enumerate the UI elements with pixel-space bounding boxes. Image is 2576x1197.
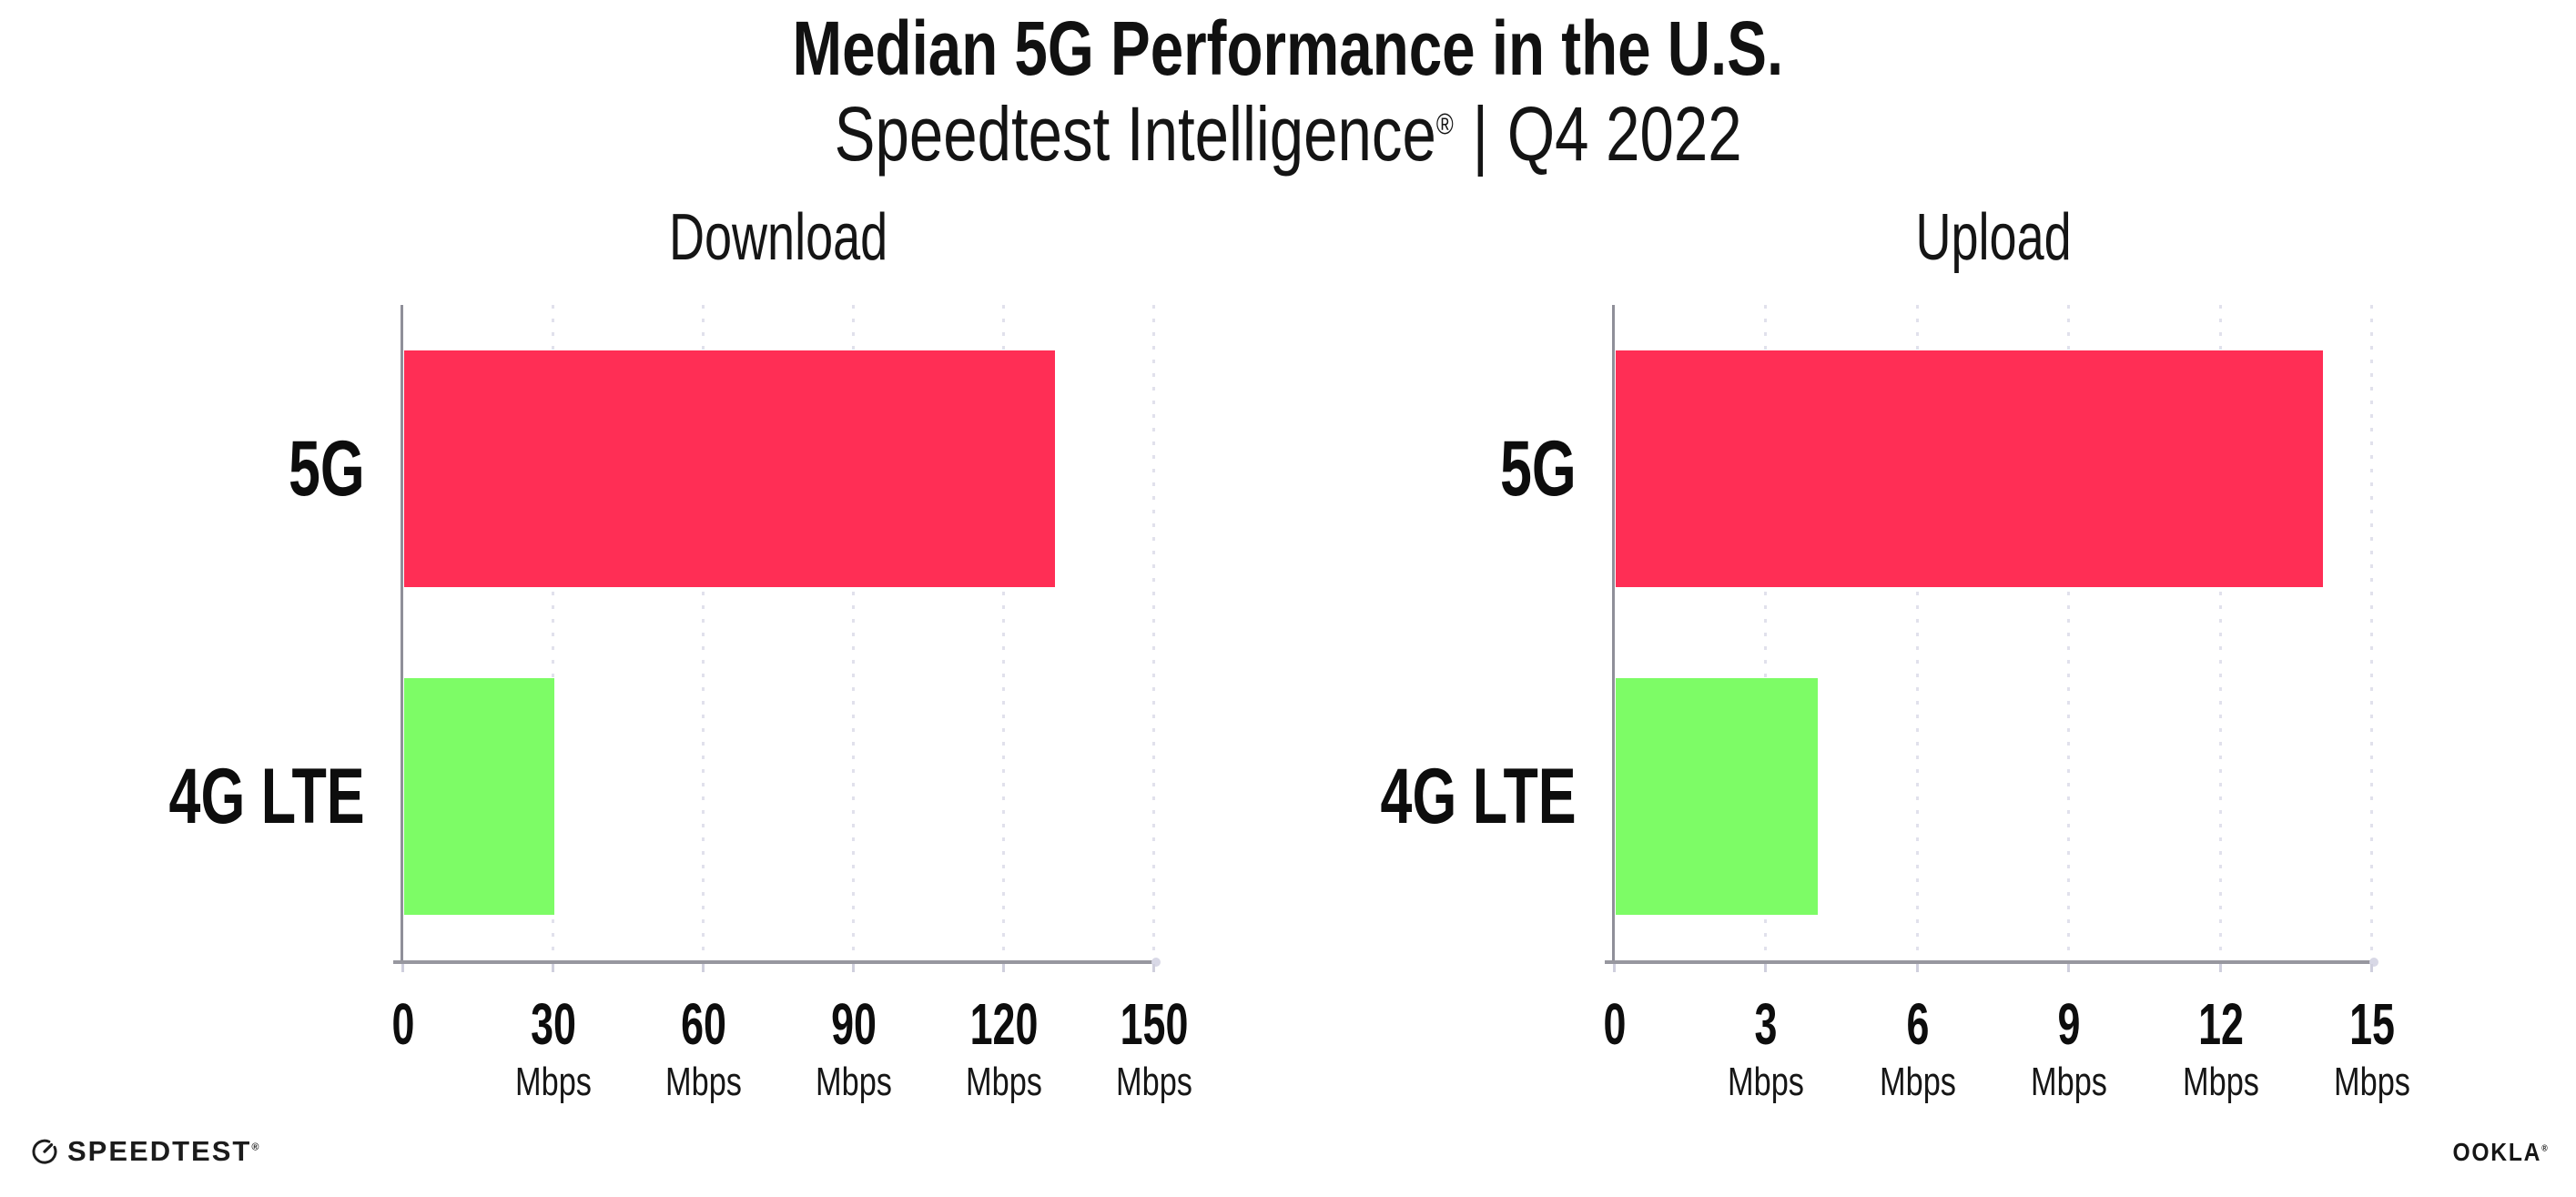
category-label-5g: 5G [289, 425, 365, 512]
page-title: Median 5G Performance in the U.S. [0, 7, 2576, 90]
x-axis-line [393, 958, 1161, 967]
gridline-6 [1915, 305, 1919, 960]
x-tick-label-90: 90 Mbps [805, 995, 903, 1102]
bar-5g [404, 350, 1055, 587]
x-tick-unit: Mbps [1728, 1060, 1805, 1104]
x-axis-labels: 0 30 Mbps 60 Mbps 90 Mbps 120 Mbps 150 Mbps [392, 969, 1192, 1133]
chart-upload: Upload 0 3 Mbps 6 Mbps 9 Mbps 12 Mbps 15 Mbps 5G 4G… [1381, 205, 2410, 1102]
gridline-9 [2067, 305, 2071, 960]
y-axis-line [1612, 305, 1615, 962]
tick-mark-150 [1152, 964, 1155, 972]
bar-4g-lte [1616, 678, 1818, 915]
speedtest-logo-text: SPEEDTEST® [67, 1134, 261, 1167]
chart-title-download: Download [669, 201, 888, 274]
x-tick-value: 12 [2197, 991, 2244, 1057]
x-tick-label-12: 12 Mbps [2172, 995, 2270, 1102]
x-axis-line [1605, 958, 2378, 967]
subtitle-separator: | [1472, 91, 1488, 177]
registered-trademark-icon: ® [1435, 107, 1454, 140]
tick-mark-6 [1915, 964, 1919, 972]
x-tick-label-120: 120 Mbps [955, 995, 1053, 1102]
category-label-4g-lte: 4G LTE [1380, 753, 1577, 840]
x-tick-label-15: 15 Mbps [2323, 995, 2421, 1102]
x-tick-value: 0 [391, 991, 415, 1057]
x-tick-label-3: 3 Mbps [1718, 995, 1816, 1102]
x-tick-unit: Mbps [2334, 1060, 2410, 1104]
chart-download: Download 0 30 Mbps 60 Mbps 90 Mbps 120 Mbps 150 Mb… [169, 205, 1192, 1102]
x-tick-unit: Mbps [515, 1060, 592, 1104]
gridline-15 [2370, 305, 2373, 960]
tick-mark-0 [401, 964, 404, 972]
x-tick-value: 3 [1754, 991, 1778, 1057]
tick-mark-12 [2218, 964, 2222, 972]
page-subtitle: Speedtest Intelligence® | Q4 2022 [0, 91, 2576, 177]
x-axis-labels: 0 3 Mbps 6 Mbps 9 Mbps 12 Mbps 15 Mbps [1604, 969, 2410, 1133]
x-tick-unit: Mbps [1879, 1060, 1956, 1104]
ookla-logo-text: OOKLA® [2451, 1138, 2549, 1166]
ookla-registered-icon: ® [2541, 1143, 2549, 1154]
tick-mark-0 [1613, 964, 1616, 972]
x-tick-label-0: 0 [1598, 995, 1631, 1053]
x-tick-value: 90 [831, 991, 877, 1057]
x-tick-unit: Mbps [966, 1060, 1042, 1104]
subtitle-brand: Speedtest Intelligence [834, 91, 1436, 177]
ookla-logo: OOKLA® [2439, 1140, 2549, 1165]
x-tick-label-9: 9 Mbps [2020, 995, 2118, 1102]
x-tick-label-30: 30 Mbps [504, 995, 603, 1102]
x-tick-value: 15 [2349, 991, 2395, 1057]
x-tick-unit: Mbps [665, 1060, 742, 1104]
x-tick-value: 0 [1603, 991, 1627, 1057]
tick-mark-3 [1764, 964, 1768, 972]
gridline-30 [552, 305, 554, 960]
bar-4g-lte [404, 678, 554, 915]
plot-area [1605, 305, 2378, 972]
gridline-3 [1764, 305, 1768, 960]
axis-endcap-dot [1151, 958, 1161, 967]
page-title-text: Median 5G Performance in the U.S. [792, 5, 1784, 91]
x-tick-value: 6 [1906, 991, 1930, 1057]
speedtest-logo: SPEEDTEST® [30, 1136, 260, 1165]
x-tick-value: 150 [1120, 991, 1189, 1057]
x-tick-unit: Mbps [2031, 1060, 2108, 1104]
page-subtitle-text: Speedtest Intelligence® | Q4 2022 [834, 91, 1741, 177]
gridline-60 [702, 305, 705, 960]
plot-area [393, 305, 1161, 972]
chart-title-upload: Upload [1915, 201, 2072, 274]
gridline-90 [852, 305, 855, 960]
x-tick-label-0: 0 [387, 995, 420, 1053]
x-tick-label-6: 6 Mbps [1869, 995, 1967, 1102]
x-tick-unit: Mbps [2182, 1060, 2259, 1104]
category-label-4g-lte: 4G LTE [168, 753, 365, 840]
axis-endcap-dot [2369, 958, 2378, 967]
x-tick-label-150: 150 Mbps [1105, 995, 1203, 1102]
gridline-150 [1152, 305, 1155, 960]
tick-mark-60 [702, 964, 705, 972]
x-tick-unit: Mbps [1116, 1060, 1192, 1104]
x-tick-value: 30 [531, 991, 576, 1057]
tick-mark-9 [2067, 964, 2071, 972]
y-axis-line [401, 305, 403, 962]
tick-mark-30 [552, 964, 554, 972]
x-tick-label-60: 60 Mbps [654, 995, 753, 1102]
x-tick-value: 60 [681, 991, 726, 1057]
category-label-5g: 5G [1500, 425, 1577, 512]
tick-mark-15 [2370, 964, 2373, 972]
gridline-12 [2218, 305, 2222, 960]
speedtest-gauge-icon [32, 1139, 57, 1164]
x-tick-value: 9 [2057, 991, 2081, 1057]
speedtest-registered-icon: ® [251, 1141, 261, 1153]
bar-5g [1616, 350, 2323, 587]
x-tick-unit: Mbps [816, 1060, 892, 1104]
tick-mark-90 [852, 964, 855, 972]
gridline-120 [1002, 305, 1005, 960]
tick-mark-120 [1002, 964, 1005, 972]
subtitle-period: Q4 2022 [1506, 91, 1742, 177]
x-tick-value: 120 [969, 991, 1039, 1057]
